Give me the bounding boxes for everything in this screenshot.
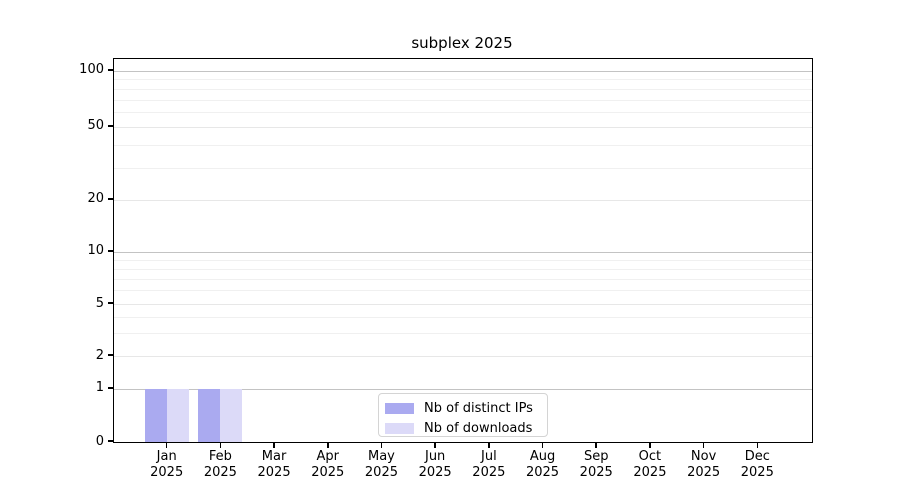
x-tick-mark-jul	[488, 442, 490, 448]
bar-downloads-jan	[166, 388, 189, 442]
legend-label-downloads: Nb of downloads	[424, 420, 533, 436]
y-tick-mark-20	[108, 198, 113, 200]
y-tick-mark-1	[108, 387, 113, 389]
plot-area: Nb of distinct IPs Nb of downloads	[113, 58, 813, 443]
y-tick-mark-5	[108, 302, 113, 304]
y-tick-label-100: 100	[79, 62, 104, 78]
gridline-y-minor-80	[114, 89, 812, 90]
x-tick-mark-mar	[273, 442, 275, 448]
y-tick-label-1: 1	[95, 380, 104, 396]
x-tick-label-aug: Aug 2025	[525, 449, 560, 480]
bar-distinct-ips-jan	[144, 388, 167, 442]
legend-swatch-downloads-icon	[385, 422, 414, 434]
y-tick-label-0: 0	[95, 433, 104, 449]
y-tick-label-20: 20	[87, 191, 104, 207]
x-tick-mark-sep	[595, 442, 597, 448]
bar-downloads-feb	[220, 388, 243, 442]
y-tick-mark-2	[108, 354, 113, 356]
gridline-y-50	[114, 126, 812, 128]
y-tick-mark-50	[108, 125, 113, 127]
legend-entry-distinct-ips: Nb of distinct IPs	[385, 398, 540, 418]
x-tick-label-mar: Mar 2025	[257, 449, 291, 480]
x-tick-label-may: May 2025	[364, 449, 398, 480]
legend: Nb of distinct IPs Nb of downloads	[378, 393, 548, 437]
gridline-y-1	[114, 388, 812, 390]
gridline-y-minor-40	[114, 144, 812, 146]
gridline-y-5	[114, 304, 812, 305]
gridline-y-10	[114, 251, 812, 253]
y-tick-mark-0	[108, 440, 113, 442]
x-tick-mark-jun	[434, 442, 436, 448]
y-tick-label-10: 10	[87, 243, 104, 259]
x-tick-mark-oct	[649, 442, 651, 448]
gridline-y-minor-3	[114, 333, 812, 334]
x-tick-label-apr: Apr 2025	[311, 449, 345, 480]
gridline-y-minor-60	[114, 112, 812, 114]
gridline-y-minor-30	[114, 167, 812, 169]
y-tick-label-5: 5	[95, 295, 104, 311]
gridline-y-minor-4	[114, 316, 812, 318]
x-tick-mark-feb	[219, 442, 222, 448]
x-tick-label-feb: Feb 2025	[203, 449, 237, 480]
gridline-y-minor-70	[114, 99, 812, 101]
y-tick-mark-10	[108, 250, 113, 252]
x-tick-mark-jan	[165, 442, 168, 448]
x-tick-mark-nov	[702, 442, 705, 448]
gridline-y-2	[114, 356, 812, 358]
legend-swatch-distinct-ips-icon	[385, 402, 414, 414]
y-tick-label-50: 50	[87, 118, 104, 134]
gridline-y-minor-7	[114, 278, 812, 280]
y-tick-mark-100	[108, 69, 113, 71]
y-tick-label-2: 2	[95, 347, 104, 363]
x-tick-mark-may	[380, 442, 383, 448]
x-tick-mark-aug	[541, 442, 544, 448]
x-tick-label-sep: Sep 2025	[579, 449, 613, 480]
gridline-y-minor-8	[114, 268, 812, 270]
legend-label-distinct-ips: Nb of distinct IPs	[424, 400, 533, 416]
x-tick-mark-apr	[327, 442, 329, 448]
x-tick-label-jun: Jun 2025	[418, 449, 452, 480]
gridline-y-minor-9	[114, 259, 812, 261]
bar-distinct-ips-feb	[198, 388, 221, 442]
gridline-y-100	[114, 70, 812, 72]
x-tick-label-jan: Jan 2025	[150, 449, 184, 480]
legend-entry-downloads: Nb of downloads	[385, 418, 540, 438]
chart-title: subplex 2025	[411, 34, 513, 52]
gridline-y-20	[114, 199, 812, 201]
x-tick-label-nov: Nov 2025	[687, 449, 721, 480]
x-tick-mark-dec	[756, 442, 759, 448]
x-tick-label-dec: Dec 2025	[740, 449, 774, 480]
x-tick-label-jul: Jul 2025	[472, 449, 506, 480]
x-tick-label-oct: Oct 2025	[633, 449, 667, 480]
gridline-y-minor-6	[114, 290, 812, 292]
gridline-y-minor-90	[114, 79, 812, 81]
